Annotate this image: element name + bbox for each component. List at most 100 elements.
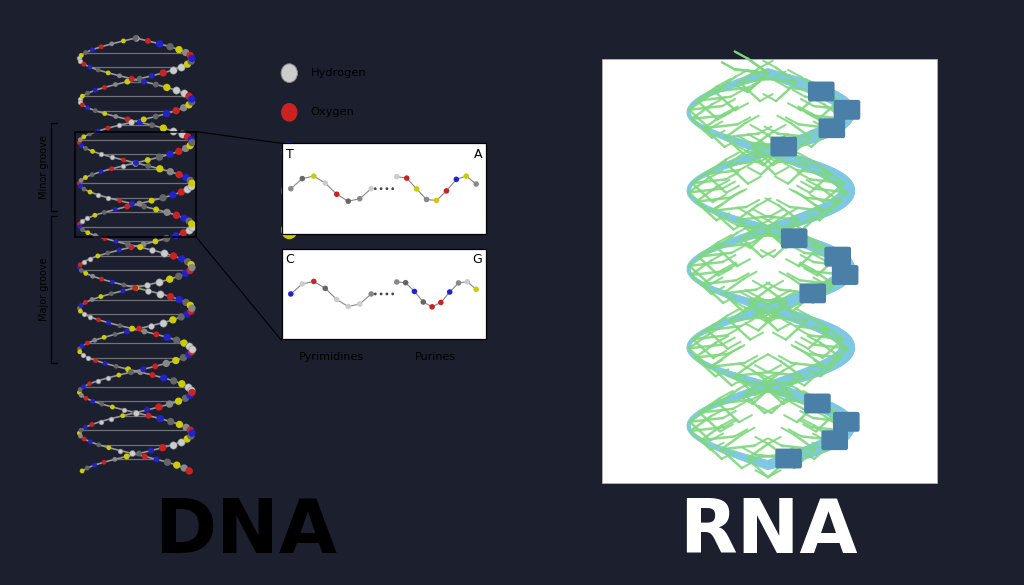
Point: [179, 257, 196, 266]
Point: [168, 106, 184, 115]
Point: [148, 455, 165, 464]
Point: [179, 184, 196, 194]
Point: [75, 225, 91, 235]
Point: [144, 121, 161, 130]
Text: A: A: [474, 148, 482, 161]
Point: [180, 350, 197, 359]
Point: [178, 423, 195, 432]
Point: [74, 216, 90, 226]
Point: [85, 397, 101, 406]
Point: [82, 437, 98, 446]
Point: [132, 243, 148, 252]
Point: [179, 60, 196, 69]
Point: [317, 284, 334, 293]
Point: [389, 277, 406, 287]
Point: [140, 411, 157, 421]
Bar: [76, 132, 197, 237]
Point: [176, 463, 193, 473]
Point: [72, 181, 88, 191]
Text: C: C: [286, 253, 295, 266]
Point: [159, 333, 175, 342]
Point: [449, 175, 465, 184]
Point: [173, 63, 189, 72]
Point: [181, 466, 198, 476]
Point: [177, 394, 194, 403]
FancyBboxPatch shape: [834, 100, 860, 120]
Point: [73, 301, 89, 310]
Point: [89, 251, 105, 260]
Point: [182, 266, 199, 275]
Point: [147, 237, 164, 246]
Point: [106, 330, 123, 339]
Point: [97, 359, 114, 368]
Text: T: T: [286, 148, 294, 161]
Point: [139, 405, 156, 415]
Point: [397, 278, 414, 287]
Point: [81, 379, 97, 388]
Point: [112, 196, 128, 205]
Point: [99, 123, 116, 133]
Point: [112, 71, 128, 81]
Point: [183, 222, 200, 232]
Point: [119, 77, 135, 86]
Point: [152, 289, 168, 298]
Point: [165, 126, 181, 136]
Point: [168, 85, 184, 95]
Point: [124, 199, 140, 208]
Point: [96, 82, 113, 92]
Point: [373, 289, 389, 298]
Point: [135, 240, 152, 249]
Point: [317, 178, 334, 188]
Point: [159, 208, 175, 217]
Point: [151, 277, 167, 287]
Point: [90, 126, 106, 136]
Text: Major groove: Major groove: [39, 258, 48, 321]
Point: [183, 135, 200, 144]
Point: [76, 60, 92, 69]
Point: [135, 364, 152, 374]
Point: [104, 277, 121, 287]
Point: [177, 269, 194, 278]
Point: [182, 431, 199, 441]
Point: [72, 260, 88, 269]
Point: [151, 402, 167, 412]
Point: [119, 452, 135, 461]
Point: [82, 129, 98, 139]
Point: [182, 141, 199, 150]
Point: [181, 91, 198, 101]
Point: [87, 211, 103, 220]
Point: [155, 443, 171, 452]
Point: [85, 271, 101, 281]
Point: [158, 359, 174, 368]
Point: [143, 321, 160, 331]
Point: [173, 254, 189, 263]
Point: [72, 428, 88, 438]
Text: Nitrogen: Nitrogen: [311, 146, 360, 157]
Bar: [282, 143, 486, 234]
Point: [90, 315, 106, 325]
Point: [100, 318, 117, 328]
Point: [183, 138, 200, 147]
FancyBboxPatch shape: [770, 136, 797, 156]
Point: [176, 88, 193, 98]
Point: [73, 391, 89, 400]
Point: [73, 425, 89, 435]
Text: Purines: Purines: [415, 352, 456, 362]
Point: [173, 187, 189, 197]
Point: [385, 289, 401, 298]
Text: Minor groove: Minor groove: [39, 135, 48, 199]
Point: [179, 434, 196, 443]
Point: [175, 228, 191, 238]
Point: [119, 202, 135, 211]
Point: [112, 446, 128, 455]
Point: [93, 167, 110, 176]
Point: [111, 246, 127, 255]
Point: [159, 109, 175, 118]
Point: [72, 138, 88, 147]
Point: [80, 353, 96, 362]
Point: [179, 382, 196, 391]
Point: [108, 80, 124, 89]
Text: DNA: DNA: [155, 496, 337, 569]
Point: [147, 362, 164, 371]
Point: [139, 280, 156, 290]
